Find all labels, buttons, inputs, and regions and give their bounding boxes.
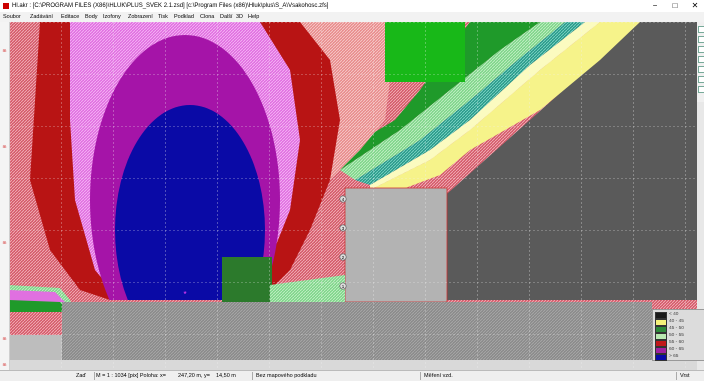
svg-text:1: 1 xyxy=(342,284,345,289)
tool-button[interactable] xyxy=(698,36,704,43)
noise-map-canvas[interactable]: * 4 3 2 1 xyxy=(0,22,704,370)
receptor-point-4[interactable]: 4 xyxy=(339,195,347,203)
legend-item: 60 - 65 xyxy=(655,347,704,354)
svg-text:2: 2 xyxy=(342,255,345,260)
vertical-ruler: m m m m m xyxy=(0,22,10,370)
legend-label: 50 - 55 xyxy=(669,333,684,338)
legend-swatch xyxy=(655,319,667,326)
tool-button[interactable] xyxy=(698,76,704,83)
status-scale: M = 1 : 1034 [pix] Poloha: x= xyxy=(96,373,167,379)
status-units: Měření vzd. xyxy=(424,373,453,379)
tool-button[interactable] xyxy=(698,56,704,63)
menu-editace[interactable]: Editace xyxy=(61,14,80,20)
legend-swatch xyxy=(655,326,667,333)
tool-button[interactable] xyxy=(698,66,704,73)
ruler-tick: m xyxy=(2,362,7,367)
svg-text:4: 4 xyxy=(342,197,345,202)
maximize-button[interactable]: □ xyxy=(672,1,678,10)
tool-button[interactable] xyxy=(698,46,704,53)
title-bar: Hl.akr : [C:\PROGRAM FILES (X86)\HLUK\PL… xyxy=(0,0,704,12)
menu-podklad[interactable]: Podklad xyxy=(174,14,194,20)
status-bar: Zaď M = 1 : 1034 [pix] Poloha: x= 247,20… xyxy=(0,370,704,381)
svg-text:3: 3 xyxy=(342,226,345,231)
close-button[interactable]: ✕ xyxy=(691,1,699,10)
tool-button[interactable] xyxy=(698,86,704,93)
status-mode: Zaď xyxy=(76,373,86,379)
legend-item: > 65 xyxy=(655,354,704,361)
legend-label: 40 - 45 xyxy=(669,319,684,324)
minimize-button[interactable]: − xyxy=(652,1,658,10)
noise-level-legend: < 40 40 - 45 45 - 50 50 - 55 55 - 60 60 - 65 >… xyxy=(652,309,704,361)
legend-item: < 40 xyxy=(655,312,704,319)
menu-soubor[interactable]: Soubor xyxy=(3,14,21,20)
menu-3d[interactable]: 3D xyxy=(236,14,244,20)
menu-clona[interactable]: Clona xyxy=(200,14,215,20)
app-icon xyxy=(3,3,9,9)
legend-label: 60 - 65 xyxy=(669,347,684,352)
source-marker: * xyxy=(183,290,186,299)
receptor-point-3[interactable]: 3 xyxy=(339,224,347,232)
menu-dalsi[interactable]: Další xyxy=(220,14,233,20)
noise-map[interactable]: * 4 3 2 1 xyxy=(0,22,704,370)
receptor-point-2[interactable]: 2 xyxy=(339,253,347,261)
tool-button[interactable] xyxy=(698,26,704,33)
menu-zadavani[interactable]: Zadávání xyxy=(30,14,53,20)
ruler-tick: m xyxy=(2,48,7,53)
legend-swatch xyxy=(655,340,667,347)
legend-label: 45 - 50 xyxy=(669,326,684,331)
legend-item: 45 - 50 xyxy=(655,326,704,333)
menu-body[interactable]: Body xyxy=(85,14,98,20)
legend-swatch xyxy=(655,354,667,361)
legend-item: 50 - 55 xyxy=(655,333,704,340)
legend-swatch xyxy=(655,347,667,354)
right-toolbar xyxy=(697,22,704,102)
legend-label: > 65 xyxy=(669,354,679,359)
status-x: 247,20 m, y= xyxy=(178,373,210,379)
ruler-tick: m xyxy=(2,144,7,149)
window-title: Hl.akr : [C:\PROGRAM FILES (X86)\HLUK\PL… xyxy=(12,3,329,9)
menu-izofony[interactable]: Izofony xyxy=(103,14,121,20)
ruler-tick: m xyxy=(2,240,7,245)
legend-label: < 40 xyxy=(669,312,679,317)
legend-label: 55 - 60 xyxy=(669,340,684,345)
menu-tisk[interactable]: Tisk xyxy=(158,14,168,20)
menu-zobrazeni[interactable]: Zobrazení xyxy=(128,14,153,20)
status-y: 14,50 m xyxy=(216,373,236,379)
legend-item: 55 - 60 xyxy=(655,340,704,347)
legend-item: 40 - 45 xyxy=(655,319,704,326)
legend-swatch xyxy=(655,333,667,340)
legend-swatch xyxy=(655,312,667,319)
receptor-point-1[interactable]: 1 xyxy=(339,282,347,290)
status-background: Bez mapového podkladu xyxy=(256,373,317,379)
menu-help[interactable]: Help xyxy=(248,14,260,20)
ruler-tick: m xyxy=(2,336,7,341)
status-right: Vrst xyxy=(680,373,690,379)
